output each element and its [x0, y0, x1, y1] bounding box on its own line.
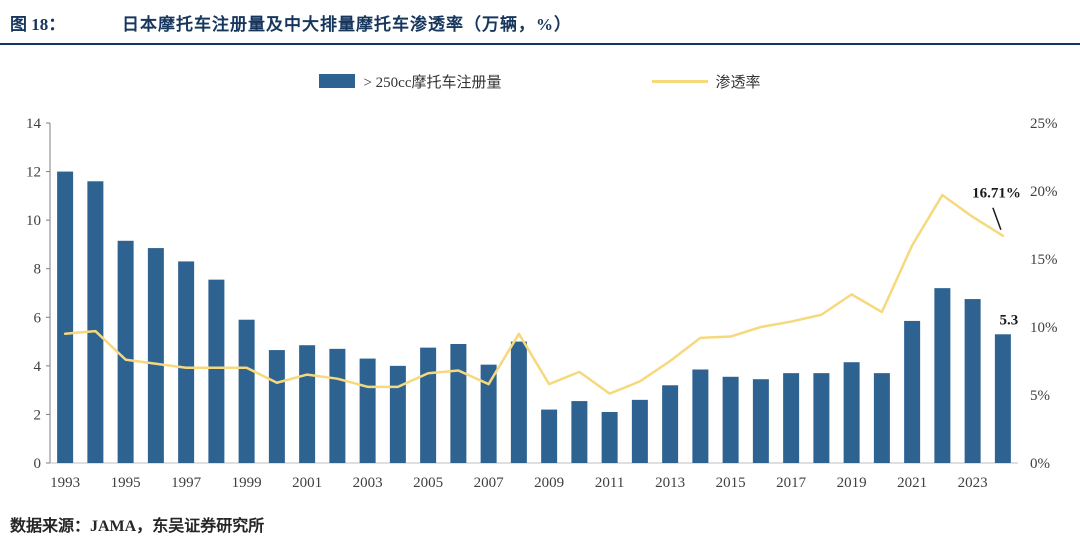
legend-line-swatch: [651, 79, 708, 83]
bar-series: [57, 171, 1011, 464]
right-axis-tick-label: 20%: [1030, 184, 1058, 200]
bar: [752, 379, 769, 463]
bar: [904, 320, 921, 463]
legend-item-bars: > 250cc摩托车注册量: [319, 71, 502, 92]
figure-number: 图 18：: [10, 15, 66, 34]
x-axis-tick-label: 1997: [171, 475, 202, 491]
bar: [87, 181, 104, 463]
x-axis-tick-label: 2015: [716, 475, 746, 491]
bar: [783, 373, 800, 463]
legend-line-label: 渗透率: [715, 74, 761, 91]
x-axis-tick-label: 2005: [413, 475, 443, 491]
bar: [268, 350, 285, 463]
bar: [934, 288, 951, 463]
bar: [964, 299, 981, 463]
x-axis-tick-label: 1999: [232, 475, 262, 491]
right-axis-tick-label: 5%: [1030, 388, 1050, 404]
bar: [238, 319, 255, 463]
right-axis-tick-label: 15%: [1030, 252, 1058, 268]
left-axis-tick-label: 4: [34, 359, 42, 375]
figure-title: 日本摩托车注册量及中大排量摩托车渗透率（万辆，%）: [122, 15, 572, 34]
x-axis-tick-label: 2001: [292, 475, 322, 491]
left-axis-tick-label: 2: [34, 407, 42, 423]
x-axis-tick-label: 2019: [837, 475, 867, 491]
x-axis-tick-label: 2017: [776, 475, 807, 491]
right-axis-tick-label: 0%: [1030, 456, 1050, 472]
right-axis-tick-label: 25%: [1030, 116, 1058, 132]
x-axis-tick-label: 2023: [958, 475, 988, 491]
bar: [147, 248, 164, 463]
left-axis-tick-label: 12: [26, 165, 41, 181]
left-axis-tick-label: 10: [26, 213, 41, 229]
bar: [843, 362, 860, 463]
bar: [813, 373, 830, 463]
source-note: 数据来源：JAMA，东吴证券研究所: [10, 518, 265, 535]
legend-bar-swatch: [319, 74, 356, 88]
left-axis-tick-label: 8: [34, 262, 42, 278]
axes: 0 2 4 6 8 10 12 14 0% 5% 10% 15% 20% 25% 1993 1995 1997 1…: [26, 116, 1058, 491]
annotation: 16.71%: [972, 186, 1021, 231]
right-axis-tick-label: 10%: [1030, 320, 1058, 336]
bar: [631, 399, 648, 463]
annotation: 5.3: [1000, 312, 1019, 328]
bar: [208, 279, 225, 463]
bar: [420, 347, 437, 463]
x-axis-tick-label: 2013: [655, 475, 685, 491]
x-axis-tick-label: 2011: [595, 475, 624, 491]
x-axis-tick-label: 2009: [534, 475, 564, 491]
x-axis-tick-label: 2007: [474, 475, 505, 491]
bar: [329, 348, 346, 463]
left-axis-tick-label: 6: [34, 310, 42, 326]
bar: [541, 409, 558, 463]
bar: [510, 341, 527, 463]
annotation-label: 5.3: [1000, 312, 1019, 328]
bar: [57, 171, 74, 464]
legend-item-line: 渗透率: [651, 71, 761, 92]
bar: [389, 365, 406, 463]
x-axis-tick-label: 2003: [353, 475, 383, 491]
annotation-leader-line: [992, 207, 1002, 231]
chart-legend: > 250cc摩托车注册量 渗透率: [0, 71, 1080, 91]
bar: [722, 376, 739, 463]
chart-area: 0 2 4 6 8 10 12 14 0% 5% 10% 15% 20% 25% 1993 1995 1997 1…: [0, 99, 1080, 504]
x-axis-tick-label: 1995: [111, 475, 141, 491]
x-axis-tick-label: 2021: [897, 475, 927, 491]
bar: [571, 401, 588, 463]
bar: [178, 261, 195, 463]
line-series: [63, 193, 1005, 395]
bar: [994, 334, 1011, 463]
annotation-label: 16.71%: [972, 186, 1021, 202]
bar: [117, 240, 134, 463]
bar: [873, 373, 890, 463]
bar: [662, 385, 679, 463]
legend-bar-label: > 250cc摩托车注册量: [363, 74, 502, 91]
bar: [450, 344, 467, 463]
bar: [359, 358, 376, 463]
bar: [601, 412, 618, 463]
bar: [480, 364, 497, 463]
chart: 0 2 4 6 8 10 12 14 0% 5% 10% 15% 20% 25% 1993 1995 1997 1…: [26, 116, 1058, 491]
bar: [299, 345, 316, 463]
left-axis-tick-label: 0: [34, 456, 42, 472]
bar: [692, 369, 709, 463]
x-axis-tick-label: 1993: [50, 475, 80, 491]
left-axis-tick-label: 14: [26, 116, 42, 132]
figure-header: 图 18： 日本摩托车注册量及中大排量摩托车渗透率（万辆，%）: [0, 0, 1080, 45]
